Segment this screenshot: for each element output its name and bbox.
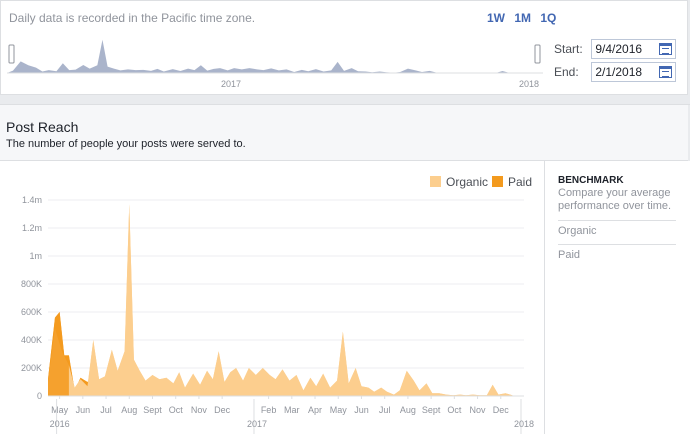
start-label: Start:: [554, 42, 583, 56]
legend-organic[interactable]: Organic: [430, 175, 488, 189]
mini-year-label: 2017: [221, 79, 241, 89]
x-tick-label: Dec: [214, 405, 231, 415]
y-tick-label: 1m: [29, 251, 42, 261]
x-tick-label: Jun: [354, 405, 369, 415]
x-tick-label: Nov: [191, 405, 208, 415]
x-tick-label: Aug: [400, 405, 416, 415]
benchmark-divider: [558, 220, 676, 221]
legend-organic-label: Organic: [446, 175, 489, 189]
end-date-input[interactable]: 2/1/2018: [591, 62, 677, 82]
post-reach-header: Post Reach The number of people your pos…: [0, 105, 688, 161]
calendar-icon[interactable]: [659, 43, 673, 55]
range-1w-button[interactable]: 1W: [487, 11, 505, 25]
range-handle: [8, 44, 15, 64]
benchmark-divider: [558, 244, 676, 245]
x-tick-label: Sept: [143, 405, 162, 415]
x-tick-label: Dec: [493, 405, 510, 415]
section-subtitle: The number of people your posts were ser…: [6, 138, 246, 150]
organic-series-front: [68, 204, 513, 396]
x-tick-label: Sept: [422, 405, 441, 415]
paid-swatch: [492, 176, 503, 187]
benchmark-title: BENCHMARK: [558, 175, 624, 186]
y-tick-label: 1.2m: [22, 223, 42, 233]
y-tick-label: 600K: [21, 307, 42, 317]
calendar-icon[interactable]: [659, 66, 673, 78]
x-tick-label: May: [51, 405, 69, 415]
organic-series-area: [48, 204, 513, 396]
end-date-value: 2/1/2018: [595, 65, 643, 79]
range-1q-button[interactable]: 1Q: [540, 11, 557, 25]
divider: [0, 104, 690, 105]
x-tick-label: Jun: [76, 405, 91, 415]
legend-paid[interactable]: Paid: [492, 175, 532, 189]
y-tick-label: 400K: [21, 335, 42, 345]
organic-swatch: [430, 176, 441, 187]
year-label: 2017: [247, 419, 267, 429]
benchmark-panel: BENCHMARK Compare your average performan…: [544, 161, 690, 434]
range-buttons: 1W 1M 1Q: [487, 11, 562, 25]
x-tick-label: Oct: [447, 405, 462, 415]
benchmark-item-organic[interactable]: Organic: [558, 225, 597, 237]
paid-series-overlay: [48, 312, 97, 396]
post-reach-chart-panel: 0 200K 400K 600K 800K 1m 1.2m 1.4m May Jun Jul Aug S…: [0, 161, 544, 434]
x-tick-label: Apr: [308, 405, 322, 415]
timezone-note: Daily data is recorded in the Pacific ti…: [9, 11, 256, 25]
legend-paid-label: Paid: [508, 175, 533, 189]
mini-year-label: 2018: [519, 79, 539, 89]
benchmark-description: Compare your average performance over ti…: [558, 187, 672, 212]
x-tick-label: Aug: [121, 405, 137, 415]
benchmark-item-paid[interactable]: Paid: [558, 249, 581, 261]
x-tick-label: Jul: [379, 405, 391, 415]
x-tick-label: Jul: [100, 405, 112, 415]
y-tick-label: 0: [37, 391, 42, 401]
start-date-value: 9/4/2016: [595, 42, 643, 56]
end-date-row: End: 2/1/2018: [554, 62, 677, 82]
start-date-input[interactable]: 9/4/2016: [591, 39, 677, 59]
year-label: 2018: [514, 419, 534, 429]
start-date-row: Start: 9/4/2016: [554, 39, 677, 59]
section-title: Post Reach: [6, 119, 79, 135]
date-range-panel: Daily data is recorded in the Pacific ti…: [0, 0, 688, 95]
timeline-scrubber[interactable]: 2017 2018: [7, 31, 547, 93]
post-reach-chart: 0 200K 400K 600K 800K 1m 1.2m 1.4m May Jun Jul Aug S…: [21, 195, 534, 434]
range-1m-button[interactable]: 1M: [514, 11, 532, 25]
mini-series-area: [7, 39, 525, 73]
y-tick-label: 1.4m: [22, 195, 42, 205]
x-tick-label: Oct: [169, 405, 184, 415]
year-label: 2016: [50, 419, 70, 429]
x-tick-label: May: [330, 405, 348, 415]
range-handle: [534, 44, 541, 64]
x-tick-label: Nov: [470, 405, 487, 415]
y-tick-label: 800K: [21, 279, 42, 289]
x-tick-label: Feb: [261, 405, 277, 415]
end-label: End:: [554, 65, 579, 79]
y-tick-label: 200K: [21, 363, 42, 373]
x-tick-label: Mar: [284, 405, 300, 415]
